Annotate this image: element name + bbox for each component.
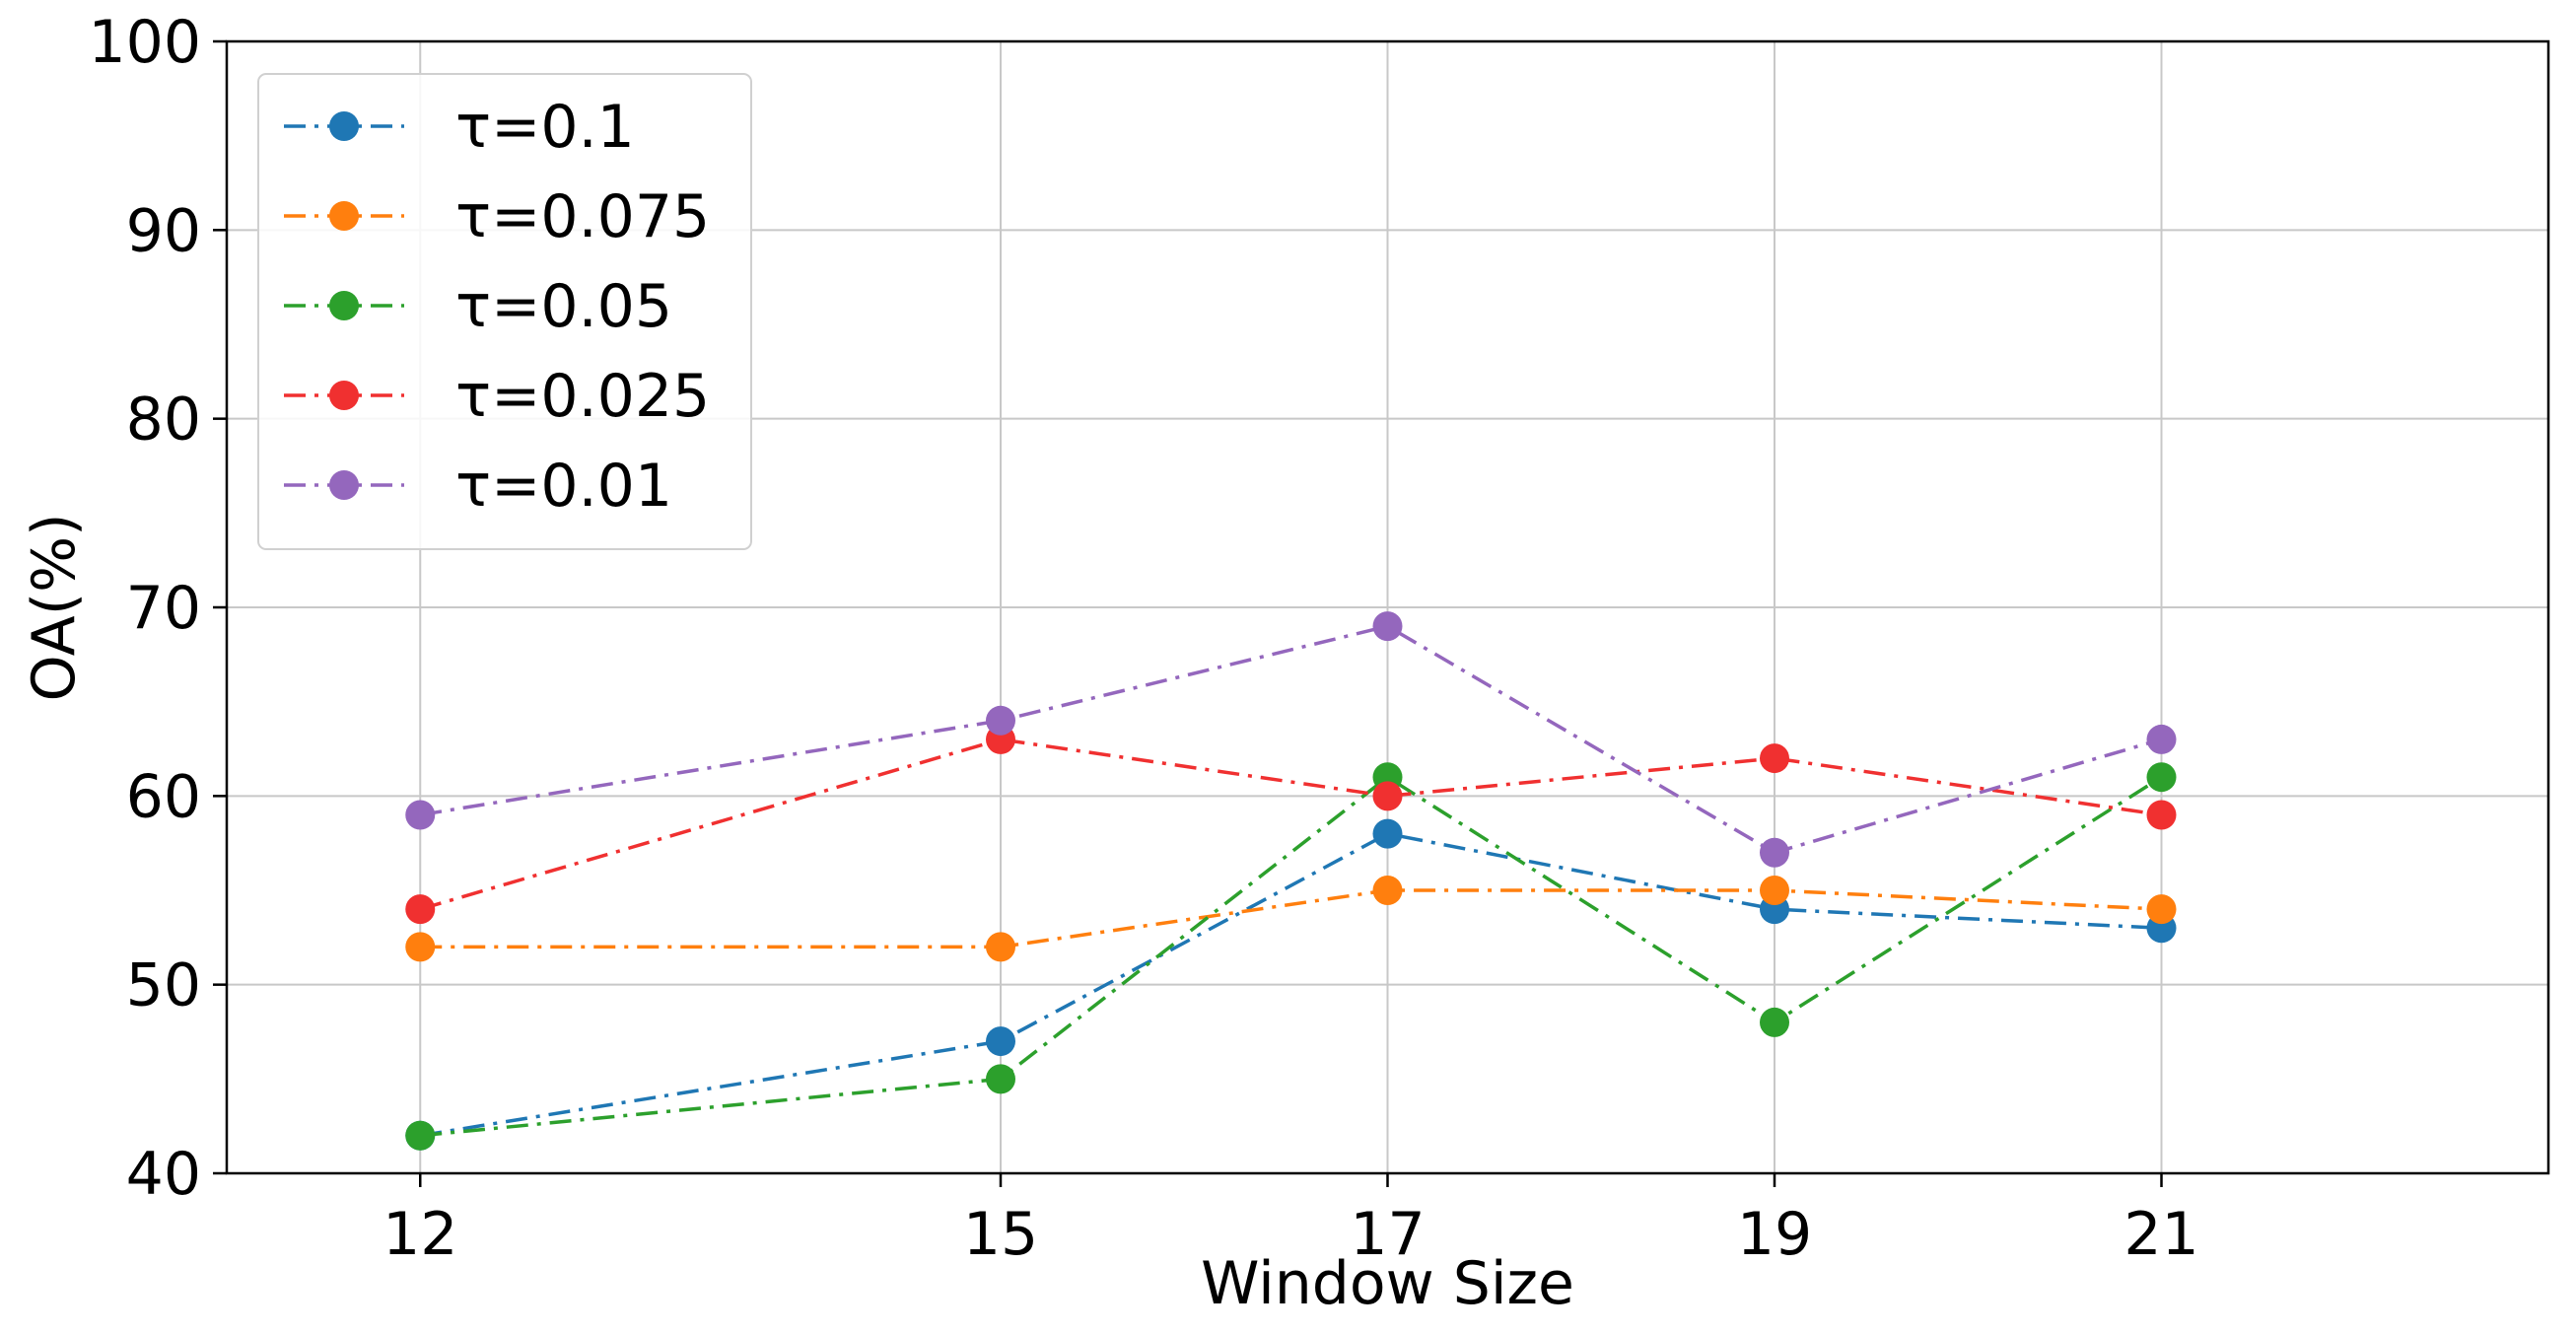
data-point [986,932,1015,962]
data-point [986,705,1015,736]
legend-label: τ=0.05 [455,272,672,341]
y-tick-label: 60 [126,762,201,831]
data-point [1760,743,1789,774]
x-tick-label: 15 [963,1200,1038,1269]
series-5 [405,611,2177,868]
series-2 [405,876,2177,962]
legend-box [257,73,752,550]
series-line [420,775,2163,1138]
data-point [1760,1007,1789,1037]
data-point [405,800,436,830]
data-point [1372,876,1403,905]
series-line [419,624,2162,855]
series-line [420,888,2162,949]
y-tick-label: 50 [126,951,201,1020]
y-tick-label: 80 [126,386,201,455]
series-3 [405,762,2177,1151]
ticks: 12 15 17 19 21 40 50 60 70 80 90 100 [88,8,2198,1269]
series-line [419,831,2162,1138]
data-point [405,894,436,925]
legend-label: τ=0.025 [455,362,710,431]
data-point [2146,762,2177,793]
x-tick-label: 21 [2123,1200,2198,1269]
data-point [1372,781,1403,811]
y-tick-label: 90 [126,196,201,265]
legend-marker [329,201,359,231]
data-point [2146,724,2177,754]
y-tick-label: 100 [88,8,201,77]
legend-item: τ=0.01 [284,452,672,521]
legend-item: τ=0.075 [284,182,710,251]
legend-item: τ=0.1 [284,93,635,162]
legend-marker [329,291,359,320]
series-line [419,738,2162,911]
legend-label: τ=0.075 [455,182,710,251]
legend: τ=0.1 τ=0.075 τ=0.05 τ=0.025 τ=0.01 [257,73,752,550]
data-point [986,1026,1015,1057]
x-axis-label: Window Size [1201,1249,1574,1318]
x-tick-label: 12 [383,1200,457,1269]
series-4 [405,724,2177,925]
data-point [2146,894,2177,925]
data-point [1760,876,1789,905]
legend-label: τ=0.1 [455,93,635,162]
legend-label: τ=0.01 [455,452,672,521]
x-tick-label: 17 [1350,1200,1425,1269]
legend-item: τ=0.025 [284,362,710,431]
data-point [1372,818,1403,849]
data-point [986,1064,1015,1094]
data-point [405,932,436,962]
x-tick-label: 19 [1737,1200,1812,1269]
legend-marker [329,381,359,410]
data-point [2146,800,2177,830]
series-layer [405,611,2177,1151]
data-point [1760,837,1789,868]
legend-item: τ=0.05 [284,272,672,341]
y-tick-label: 70 [126,574,201,643]
data-point [1372,611,1403,642]
legend-marker [329,111,359,141]
y-tick-label: 40 [126,1140,201,1209]
y-axis-label: OA(%) [20,513,89,701]
data-point [405,1120,436,1151]
legend-marker [329,470,359,500]
